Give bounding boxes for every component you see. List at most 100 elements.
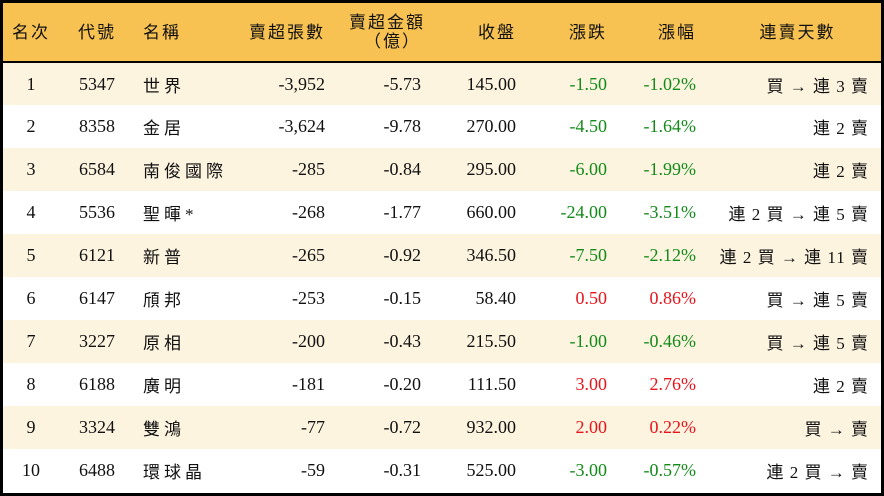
net-sell-amount-cell: -0.84	[383, 159, 422, 179]
sell-streak-cell: 連 2 買 → 賣	[766, 463, 869, 482]
table-body: 1 5347 世界 -3,952 -5.73 145.00 -1.50 -1.0…	[3, 62, 881, 492]
table-row: 6 6147 頎邦 -253 -0.15 58.40 0.50 0.86% 買 …	[3, 277, 881, 320]
rank-cell: 3	[26, 159, 36, 179]
net-sell-amount-cell: -0.72	[383, 417, 422, 437]
net-sell-lots-cell: -285	[292, 159, 325, 179]
code-cell: 8358	[79, 116, 115, 136]
code-cell: 6584	[79, 159, 115, 179]
change-cell: 0.50	[575, 288, 608, 308]
change-cell: -1.50	[569, 73, 608, 94]
sell-streak-cell: 買 → 連 3 賣	[766, 76, 869, 96]
name-cell: 環球晶	[143, 463, 206, 482]
header-row: 名次 代號 名稱 賣超張數 賣超金額 （億） 收盤 漲跌 漲幅 連賣天數	[3, 3, 881, 62]
sell-streak-cell: 買 → 連 5 賣	[766, 291, 869, 310]
code-cell: 6121	[79, 245, 115, 265]
code-cell: 5536	[79, 202, 115, 222]
name-cell: 原相	[143, 334, 185, 353]
code-cell: 6188	[79, 374, 115, 394]
code-cell: 3324	[79, 417, 115, 437]
change-pct-cell: -1.64%	[643, 116, 697, 136]
change-cell: -1.00	[569, 331, 608, 351]
code-cell: 3227	[79, 331, 115, 351]
close-cell: 932.00	[466, 417, 517, 437]
header-sell-streak: 連賣天數	[759, 22, 836, 42]
close-cell: 660.00	[466, 202, 517, 222]
net-sell-amount-cell: -0.20	[383, 374, 422, 394]
rank-cell: 7	[26, 331, 36, 351]
close-cell: 58.40	[475, 288, 517, 308]
table-row: 1 5347 世界 -3,952 -5.73 145.00 -1.50 -1.0…	[3, 62, 881, 105]
change-pct-cell: -1.99%	[643, 159, 697, 179]
change-pct-cell: 2.76%	[649, 374, 697, 394]
net-sell-lots-cell: -181	[292, 374, 325, 394]
header-close: 收盤	[478, 22, 516, 42]
header-net-sell-lots: 賣超張數	[249, 22, 325, 42]
net-sell-lots-cell: -268	[292, 202, 325, 222]
change-cell: -7.50	[569, 245, 608, 265]
table-header: 名次 代號 名稱 賣超張數 賣超金額 （億） 收盤 漲跌 漲幅 連賣天數	[3, 3, 881, 62]
net-sell-lots-cell: -3,952	[278, 73, 326, 94]
rank-cell: 8	[26, 374, 36, 394]
net-sell-ranking-table-frame: 名次 代號 名稱 賣超張數 賣超金額 （億） 收盤 漲跌 漲幅 連賣天數 1 5…	[3, 3, 881, 493]
code-cell: 5347	[79, 73, 115, 94]
header-net-sell-amount: 賣超金額 （億）	[325, 3, 425, 62]
net-sell-amount-cell: -5.73	[383, 73, 422, 94]
close-cell: 295.00	[466, 159, 517, 179]
net-sell-amount-cell: -0.43	[383, 331, 422, 351]
code-cell: 6147	[79, 288, 115, 308]
change-pct-cell: -1.02%	[643, 73, 697, 94]
name-cell: 南俊國際	[143, 162, 227, 181]
name-cell: 世界	[143, 76, 185, 96]
net-sell-ranking-table: 名次 代號 名稱 賣超張數 賣超金額 （億） 收盤 漲跌 漲幅 連賣天數 1 5…	[3, 3, 881, 492]
table-row: 3 6584 南俊國際 -285 -0.84 295.00 -6.00 -1.9…	[3, 148, 881, 191]
net-sell-amount-cell: -0.92	[383, 245, 422, 265]
change-pct-cell: -0.46%	[643, 331, 697, 351]
change-pct-cell: 0.22%	[649, 417, 697, 437]
header-net-sell-amount-line1: 賣超金額	[349, 13, 425, 32]
sell-streak-cell: 買 → 賣	[804, 420, 869, 439]
rank-cell: 5	[26, 245, 36, 265]
sell-streak-cell: 買 → 連 5 賣	[766, 334, 869, 353]
net-sell-lots-cell: -265	[292, 245, 325, 265]
rank-cell: 6	[26, 288, 36, 308]
change-cell: -6.00	[569, 159, 608, 179]
close-cell: 346.50	[466, 245, 517, 265]
change-cell: -24.00	[560, 202, 608, 222]
close-cell: 525.00	[466, 460, 517, 480]
header-rank: 名次	[12, 22, 50, 42]
sell-streak-cell: 連 2 賣	[813, 377, 869, 396]
change-cell: -4.50	[569, 116, 608, 136]
header-change: 漲跌	[569, 22, 607, 42]
rank-cell: 4	[26, 202, 36, 222]
code-cell: 6488	[79, 460, 115, 480]
name-cell: 金居	[143, 119, 185, 138]
close-cell: 270.00	[466, 116, 517, 136]
close-cell: 111.50	[467, 374, 516, 394]
table-row: 7 3227 原相 -200 -0.43 215.50 -1.00 -0.46%…	[3, 320, 881, 363]
name-cell: 聖暉*	[143, 205, 198, 224]
rank-cell: 1	[26, 73, 36, 94]
name-cell: 廣明	[143, 377, 185, 396]
header-code: 代號	[78, 22, 116, 42]
sell-streak-cell: 連 2 買 → 連 5 賣	[728, 205, 869, 224]
rank-cell: 10	[22, 460, 40, 480]
net-sell-lots-cell: -3,624	[278, 116, 326, 136]
close-cell: 145.00	[466, 73, 517, 94]
table-row: 8 6188 廣明 -181 -0.20 111.50 3.00 2.76% 連…	[3, 363, 881, 406]
sell-streak-cell: 連 2 賣	[813, 162, 869, 181]
sell-streak-cell: 連 2 賣	[813, 119, 869, 138]
table-row: 9 3324 雙鴻 -77 -0.72 932.00 2.00 0.22% 買 …	[3, 406, 881, 449]
name-cell: 雙鴻	[143, 420, 185, 439]
header-change-pct: 漲幅	[658, 22, 696, 42]
net-sell-amount-cell: -0.31	[383, 460, 422, 480]
change-pct-cell: -3.51%	[643, 202, 697, 222]
net-sell-amount-cell: -1.77	[383, 202, 422, 222]
table-row: 4 5536 聖暉* -268 -1.77 660.00 -24.00 -3.5…	[3, 191, 881, 234]
header-name: 名稱	[143, 22, 181, 42]
sell-streak-cell: 連 2 買 → 連 11 賣	[719, 248, 869, 267]
table-row: 2 8358 金居 -3,624 -9.78 270.00 -4.50 -1.6…	[3, 105, 881, 148]
name-cell: 頎邦	[143, 291, 185, 310]
net-sell-lots-cell: -253	[292, 288, 325, 308]
change-pct-cell: 0.86%	[649, 288, 697, 308]
close-cell: 215.50	[466, 331, 517, 351]
